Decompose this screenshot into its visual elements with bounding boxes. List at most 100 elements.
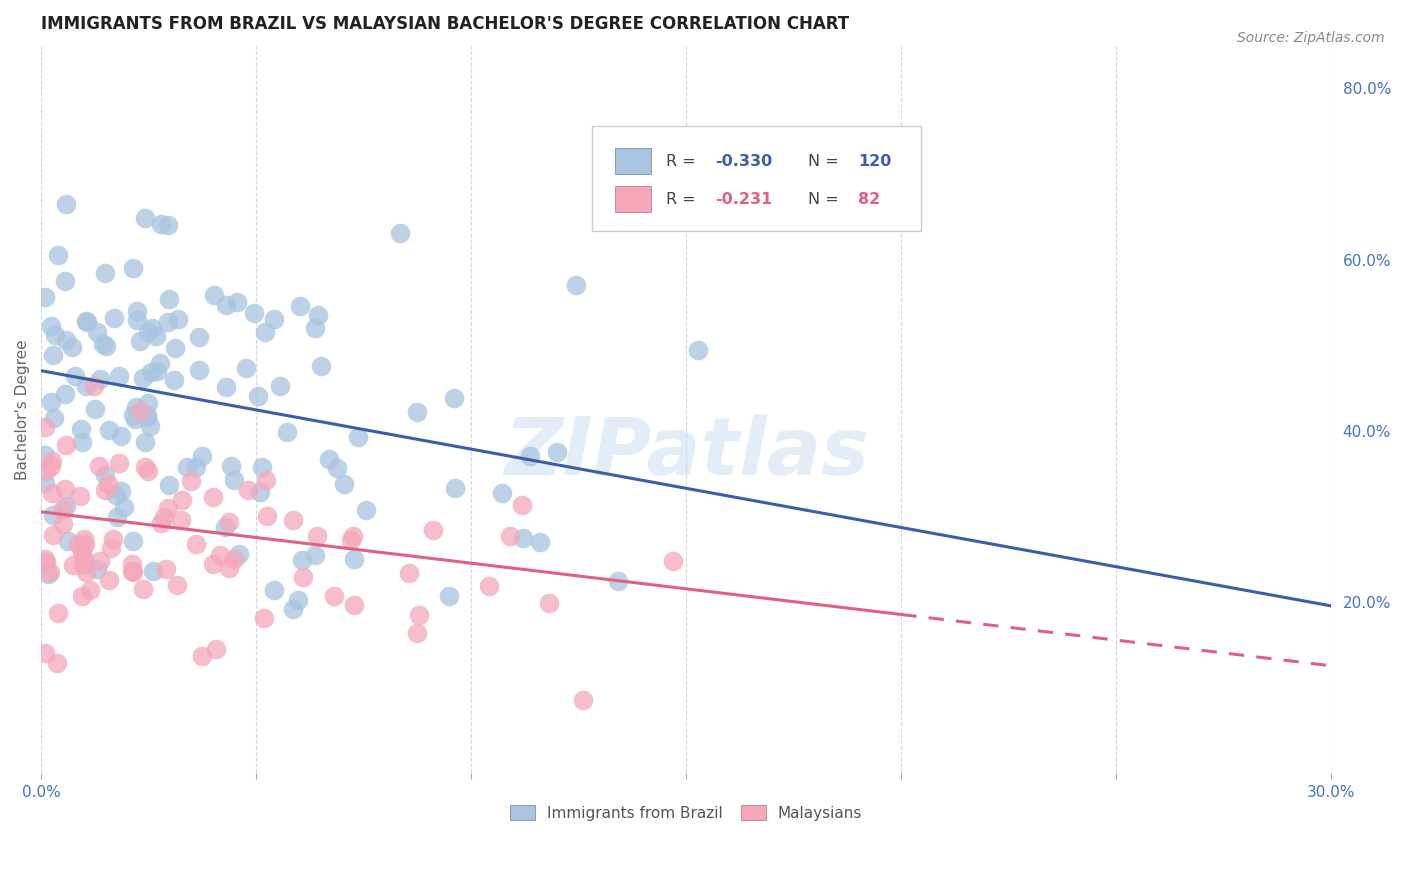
Point <box>58 534 80 549</box>
Point <box>65 368 87 383</box>
Point <box>83 379 105 393</box>
Point <box>269 379 291 393</box>
Point <box>53 482 76 496</box>
Point <box>146 364 169 378</box>
Point <box>52 517 75 532</box>
Point <box>128 404 150 418</box>
Point <box>76 315 98 329</box>
Point <box>34 476 56 491</box>
Point <box>214 519 236 533</box>
Point <box>443 481 465 495</box>
Point <box>72 558 94 572</box>
Legend: Immigrants from Brazil, Malaysians: Immigrants from Brazil, Malaysians <box>505 799 869 827</box>
Point <box>218 516 240 530</box>
Point <box>491 486 513 500</box>
Point <box>105 509 128 524</box>
Point <box>91 337 114 351</box>
Point <box>75 313 97 327</box>
Point <box>254 473 277 487</box>
Point <box>53 387 76 401</box>
Point <box>89 554 111 568</box>
Point <box>44 327 66 342</box>
Point <box>34 290 56 304</box>
Point <box>222 552 245 566</box>
Point <box>62 558 84 572</box>
Point <box>157 219 180 233</box>
Point <box>408 608 430 623</box>
Point <box>565 278 588 293</box>
Point <box>254 325 277 339</box>
Text: R =: R = <box>665 153 700 169</box>
Text: R =: R = <box>665 192 700 207</box>
Point <box>304 321 326 335</box>
Point <box>209 549 232 563</box>
Point <box>163 372 186 386</box>
Point <box>201 490 224 504</box>
Point <box>139 365 162 379</box>
Point <box>142 564 165 578</box>
Point <box>202 288 225 302</box>
Point <box>108 369 131 384</box>
Point <box>529 534 551 549</box>
Point <box>354 503 377 517</box>
Point <box>70 545 93 559</box>
Point <box>138 419 160 434</box>
Point <box>136 409 159 423</box>
Point <box>37 566 59 581</box>
Point <box>121 564 143 578</box>
Bar <box>616 186 651 212</box>
Point <box>287 592 309 607</box>
Point <box>73 552 96 566</box>
Point <box>290 553 312 567</box>
Point <box>55 333 77 347</box>
Point <box>39 395 62 409</box>
Point <box>546 445 568 459</box>
Point <box>101 532 124 546</box>
Point <box>35 465 58 479</box>
Point <box>129 334 152 348</box>
Point <box>172 492 194 507</box>
Point <box>235 360 257 375</box>
Point <box>89 372 111 386</box>
Point <box>122 260 145 275</box>
Point <box>87 459 110 474</box>
Point <box>228 547 250 561</box>
Point <box>69 489 91 503</box>
Point <box>83 401 105 416</box>
Point <box>125 312 148 326</box>
Point <box>318 451 340 466</box>
Point <box>70 542 93 557</box>
Point <box>34 420 56 434</box>
Point <box>398 566 420 580</box>
Point <box>388 226 411 240</box>
Point <box>343 598 366 612</box>
Y-axis label: Bachelor's Degree: Bachelor's Degree <box>15 339 30 480</box>
Text: N =: N = <box>807 192 844 207</box>
Point <box>94 483 117 497</box>
Point <box>41 454 63 468</box>
Point <box>283 512 305 526</box>
Point <box>112 500 135 514</box>
Point <box>42 528 65 542</box>
Text: Source: ZipAtlas.com: Source: ZipAtlas.com <box>1237 31 1385 45</box>
Point <box>39 459 62 474</box>
Point <box>35 555 58 569</box>
Point <box>110 429 132 443</box>
Point <box>67 537 90 551</box>
Point <box>155 562 177 576</box>
Point <box>34 646 56 660</box>
Point <box>304 549 326 563</box>
Point <box>225 295 247 310</box>
Text: 120: 120 <box>858 153 891 169</box>
Point <box>157 315 180 329</box>
Point <box>188 330 211 344</box>
Point <box>34 448 56 462</box>
Point <box>204 642 226 657</box>
Point <box>136 396 159 410</box>
Point <box>149 217 172 231</box>
Point <box>510 499 533 513</box>
Point <box>176 460 198 475</box>
Point <box>333 477 356 491</box>
Point <box>42 411 65 425</box>
Point <box>263 311 285 326</box>
